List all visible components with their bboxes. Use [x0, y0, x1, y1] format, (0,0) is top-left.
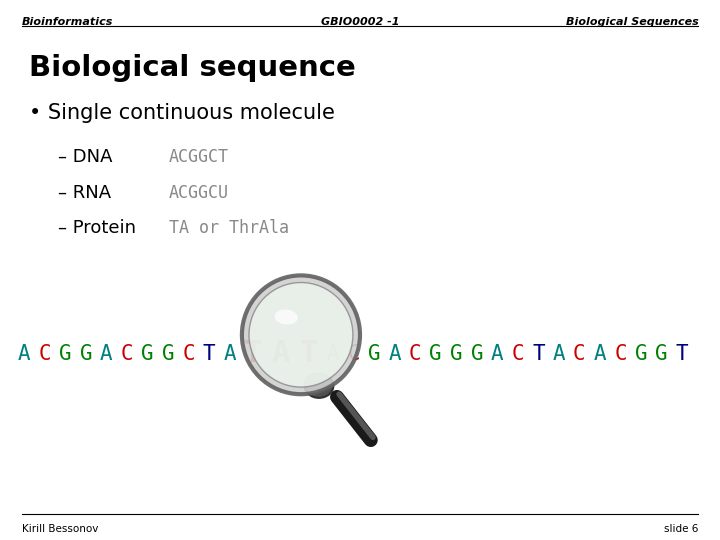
Text: T: T	[675, 343, 688, 364]
Text: C: C	[121, 343, 133, 364]
Text: C: C	[573, 343, 586, 364]
Text: G: G	[368, 343, 381, 364]
Text: slide 6: slide 6	[664, 524, 698, 534]
Ellipse shape	[274, 309, 298, 325]
Text: G: G	[655, 343, 668, 364]
Text: T: T	[244, 339, 262, 368]
Text: C: C	[348, 343, 360, 364]
Text: – DNA: – DNA	[58, 148, 112, 166]
Text: C: C	[409, 343, 422, 364]
Text: G: G	[450, 343, 463, 364]
Text: C: C	[614, 343, 627, 364]
Text: G: G	[429, 343, 442, 364]
Text: GBIO0002 -1: GBIO0002 -1	[320, 17, 400, 28]
Text: – Protein: – Protein	[58, 219, 135, 237]
Text: ACGGCU: ACGGCU	[169, 184, 229, 201]
Text: A: A	[593, 343, 606, 364]
Text: T: T	[203, 343, 215, 364]
Text: A: A	[552, 343, 565, 364]
Text: T: T	[532, 343, 545, 364]
Ellipse shape	[305, 374, 333, 398]
Text: ACGGCT: ACGGCT	[169, 148, 229, 166]
Text: G: G	[59, 343, 72, 364]
Text: A: A	[223, 343, 236, 364]
Text: A: A	[327, 343, 340, 364]
Text: Biological Sequences: Biological Sequences	[566, 17, 698, 28]
Text: – RNA: – RNA	[58, 184, 111, 201]
Text: G: G	[471, 343, 483, 364]
Text: C: C	[182, 343, 195, 364]
Text: A: A	[389, 343, 401, 364]
Text: G: G	[141, 343, 154, 364]
Text: G: G	[79, 343, 92, 364]
Text: C: C	[511, 343, 524, 364]
Text: • Single continuous molecule: • Single continuous molecule	[29, 103, 335, 123]
Text: A: A	[100, 343, 113, 364]
Ellipse shape	[242, 275, 360, 394]
Text: C: C	[39, 343, 51, 364]
Text: Bioinformatics: Bioinformatics	[22, 17, 113, 28]
Text: A: A	[271, 339, 290, 368]
Text: A: A	[491, 343, 504, 364]
Text: G: G	[634, 343, 647, 364]
Text: Biological sequence: Biological sequence	[29, 54, 356, 82]
Text: Kirill Bessonov: Kirill Bessonov	[22, 524, 98, 534]
Ellipse shape	[249, 282, 353, 387]
Text: T: T	[300, 339, 318, 368]
Text: G: G	[162, 343, 174, 364]
Text: TA or ThrAla: TA or ThrAla	[169, 219, 289, 237]
Text: A: A	[18, 343, 31, 364]
